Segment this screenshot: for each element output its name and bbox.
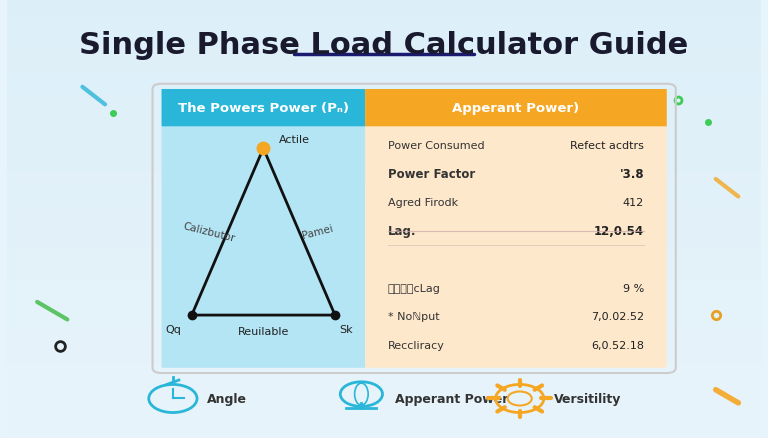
Text: Lag.: Lag. [388,225,416,237]
Text: Single Phase Load Calculator Guide: Single Phase Load Calculator Guide [79,31,689,60]
Text: '3.8: '3.8 [620,168,644,180]
Text: Angle: Angle [207,392,247,405]
FancyBboxPatch shape [365,90,667,127]
Text: 6,0.52.18: 6,0.52.18 [591,340,644,350]
Text: 9 %: 9 % [623,283,644,293]
Text: Power Consumed: Power Consumed [388,141,485,151]
Text: Sk: Sk [339,324,353,334]
FancyBboxPatch shape [161,90,365,368]
Text: Pamei: Pamei [302,223,335,241]
Text: 7,0.02.52: 7,0.02.52 [591,311,644,321]
Text: The Powers Power (Pₙ): The Powers Power (Pₙ) [178,102,349,115]
Text: Refect acdtrs: Refect acdtrs [570,141,644,151]
Text: Reccliracy: Reccliracy [388,340,445,350]
Text: 412: 412 [623,198,644,208]
Text: Agred Firodk: Agred Firodk [388,198,458,208]
Text: ฆนว๎cLag: ฆนว๎cLag [388,283,441,293]
Text: Apperant Power): Apperant Power) [452,102,580,115]
Text: Qq: Qq [165,324,180,334]
Text: Reuilable: Reuilable [237,326,289,336]
Text: Calizbutor: Calizbutor [181,221,236,244]
Text: 12,0.54: 12,0.54 [594,225,644,237]
FancyBboxPatch shape [161,90,365,127]
Text: Actile: Actile [279,134,310,145]
FancyBboxPatch shape [365,90,667,368]
Text: * Noℕput: * Noℕput [388,311,439,321]
Text: Versitility: Versitility [554,392,621,405]
Text: Power Factor: Power Factor [388,168,475,180]
Text: Apperant Power: Apperant Power [396,392,508,405]
